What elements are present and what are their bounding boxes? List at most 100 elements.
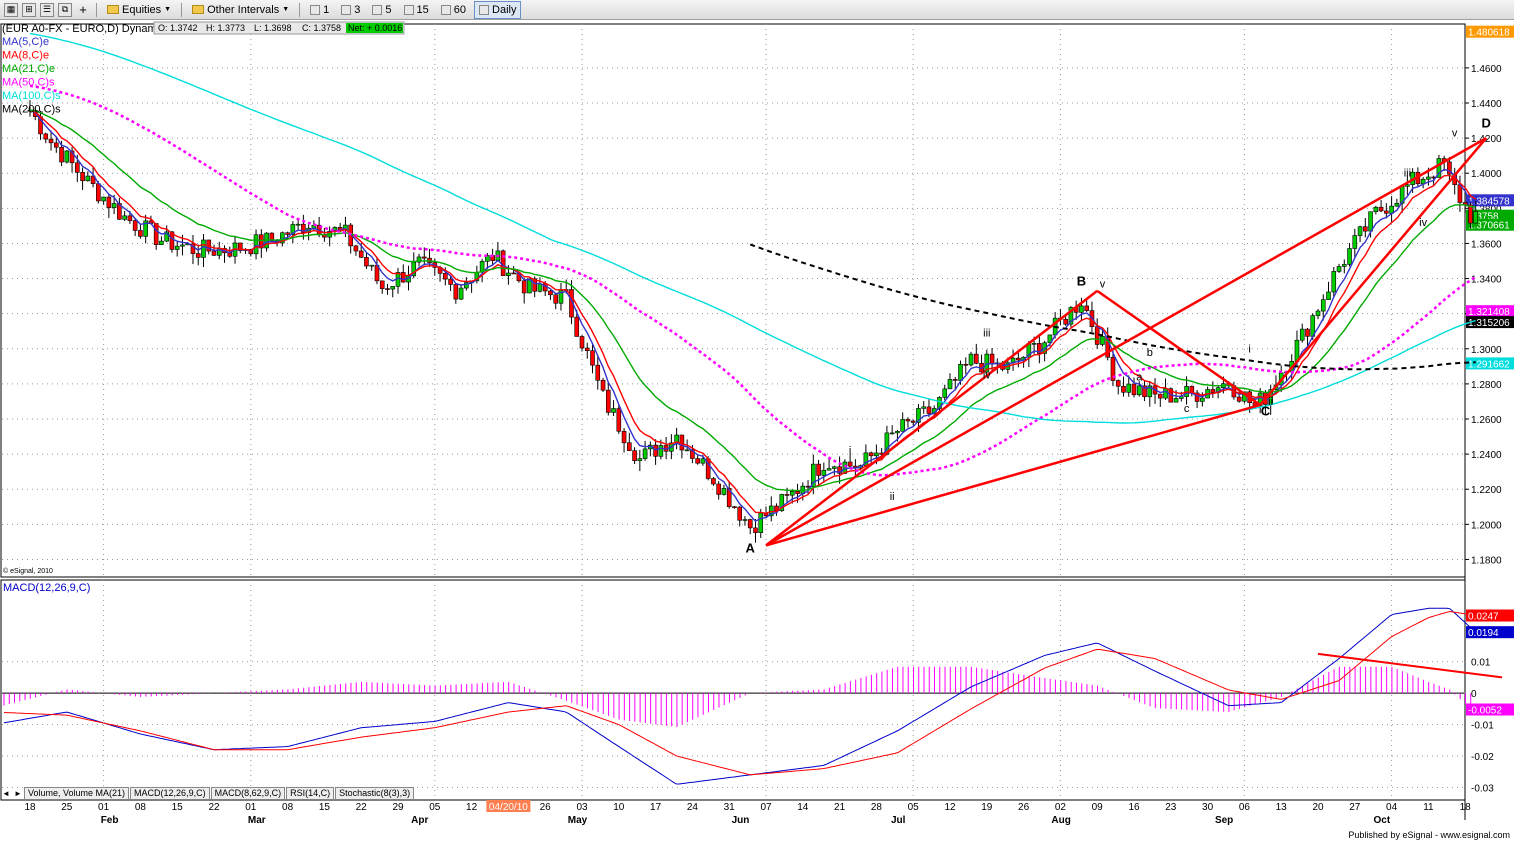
macd-divergence-line <box>1317 652 1503 679</box>
candle-up <box>900 419 905 432</box>
candle-up <box>916 408 921 423</box>
wave-label: A <box>746 540 756 555</box>
link-windows-icon[interactable]: ⧉ <box>58 2 72 17</box>
candle-up <box>826 468 832 471</box>
tab-macd-8[interactable]: MACD(8,62,9,C) <box>210 787 286 799</box>
price-tag-box <box>1466 25 1514 38</box>
candle-down <box>584 347 590 351</box>
wave-label: v <box>1452 127 1458 139</box>
other-intervals-label: Other Intervals <box>207 3 280 16</box>
candle-down <box>989 353 995 365</box>
candle-down <box>553 294 559 304</box>
candle-down <box>952 379 958 381</box>
candle-down <box>1384 210 1389 214</box>
date-tick-label: 28 <box>871 802 883 813</box>
other-intervals-menu[interactable]: Other Intervals ▼ <box>188 2 293 18</box>
tab-scroll-right-icon[interactable]: ► <box>14 789 22 798</box>
candle-down <box>1157 393 1163 399</box>
candle-down <box>753 527 758 533</box>
candle-down <box>1121 385 1126 393</box>
candle-down <box>784 494 790 496</box>
candle-up <box>111 203 117 208</box>
candle-down <box>532 278 537 292</box>
candle-up <box>1200 397 1205 402</box>
moving-averages <box>29 32 1477 522</box>
interval-1-button[interactable]: 1 <box>306 2 333 18</box>
tab-volume[interactable]: Volume, Volume MA(21) <box>24 787 130 799</box>
interval-60-button[interactable]: 60 <box>437 2 470 18</box>
date-tick-label: 26 <box>540 802 552 813</box>
macd-tag-box <box>1466 609 1514 622</box>
macd-tag-label: 0.0194 <box>1468 628 1499 639</box>
tab-stochastic[interactable]: Stochastic(8(3),3) <box>335 787 415 799</box>
ohlc-box <box>153 21 405 35</box>
properties-icon[interactable]: ☰ <box>40 2 54 17</box>
draw-tools-icon[interactable]: ⊞ <box>22 2 36 17</box>
ma-200-line <box>749 243 1476 371</box>
interval-15-button[interactable]: 15 <box>400 2 433 18</box>
candle-down <box>616 408 622 432</box>
candle-up <box>742 519 748 521</box>
candle-down <box>632 450 637 461</box>
candle-up <box>1299 328 1305 341</box>
price-axis: 1.46001.44001.42001.40001.38001.36001.34… <box>1465 25 1514 566</box>
equities-menu[interactable]: Equities ▼ <box>103 2 175 18</box>
candle-down <box>80 172 85 182</box>
chart-settings-icon[interactable]: ▦ <box>4 2 18 17</box>
indicator-legend-label: MA(100,C)s <box>2 90 61 102</box>
candle-down <box>910 420 916 423</box>
candle-down <box>732 506 737 509</box>
wave-label: iii <box>983 327 990 339</box>
tab-scroll-left-icon[interactable]: ◄ <box>2 789 10 798</box>
interval-icon <box>372 4 383 15</box>
candle-up <box>1031 343 1037 345</box>
tab-rsi[interactable]: RSI(14,C) <box>286 787 335 799</box>
candle-down <box>711 478 716 485</box>
candle-up <box>485 255 490 262</box>
study-tabs: ◄ ► Volume, Volume MA(21) MACD(12,26,9,C… <box>0 787 1514 799</box>
candle-down <box>816 463 821 476</box>
date-tick-label: 18 <box>1460 802 1472 813</box>
price-tick-label: 1.3600 <box>1471 239 1502 250</box>
date-tick-label: 21 <box>834 802 846 813</box>
candle-down <box>448 278 453 285</box>
candle-up <box>1126 383 1132 393</box>
interval-3-button[interactable]: 3 <box>337 2 364 18</box>
candle-up <box>369 264 375 267</box>
candle-down <box>195 253 201 258</box>
eur-usd-chart[interactable]: 1.46001.44001.42001.40001.38001.36001.34… <box>0 20 1514 842</box>
wave-label: c <box>1184 403 1190 415</box>
candle-up <box>611 408 616 413</box>
price-tick-label: 1.2800 <box>1471 380 1502 391</box>
macd-panel: 0.01 0 -0.01 -0.02 -0.03 0.0247 0.0194 -0.0052 M… <box>2 582 1514 794</box>
candle-up <box>295 223 301 226</box>
date-tick-label: 14 <box>797 802 809 813</box>
crosshair-icon[interactable]: + <box>79 2 87 17</box>
highlighted-date-label: 04/20/10 <box>489 802 528 813</box>
candle-down <box>716 483 721 495</box>
candle-up <box>201 239 206 258</box>
price-tick-label: 1.2200 <box>1471 485 1502 496</box>
candle-up <box>684 449 690 452</box>
interval-5-button[interactable]: 5 <box>368 2 395 18</box>
tab-macd-12[interactable]: MACD(12,26,9,C) <box>130 787 210 799</box>
candle-up <box>143 220 148 237</box>
price-tag-label: 1.480618 <box>1468 28 1510 39</box>
candle-down <box>605 389 611 413</box>
price-tag-label: 1.315206 <box>1468 318 1510 329</box>
candle-down <box>138 230 143 237</box>
candle-up <box>458 287 464 300</box>
candle-up <box>642 448 648 459</box>
date-tick-label: 29 <box>392 802 404 813</box>
wave-line <box>765 289 1098 547</box>
candle-down <box>48 138 54 144</box>
interval-daily-button[interactable]: Daily <box>474 0 522 19</box>
price-tag-box <box>1466 357 1514 370</box>
wave-line <box>1096 289 1261 406</box>
candle-up <box>122 215 127 220</box>
wave-label: C <box>1261 403 1271 418</box>
candle-down <box>301 223 306 233</box>
candle-up <box>1320 299 1326 312</box>
candle-up <box>721 488 727 495</box>
